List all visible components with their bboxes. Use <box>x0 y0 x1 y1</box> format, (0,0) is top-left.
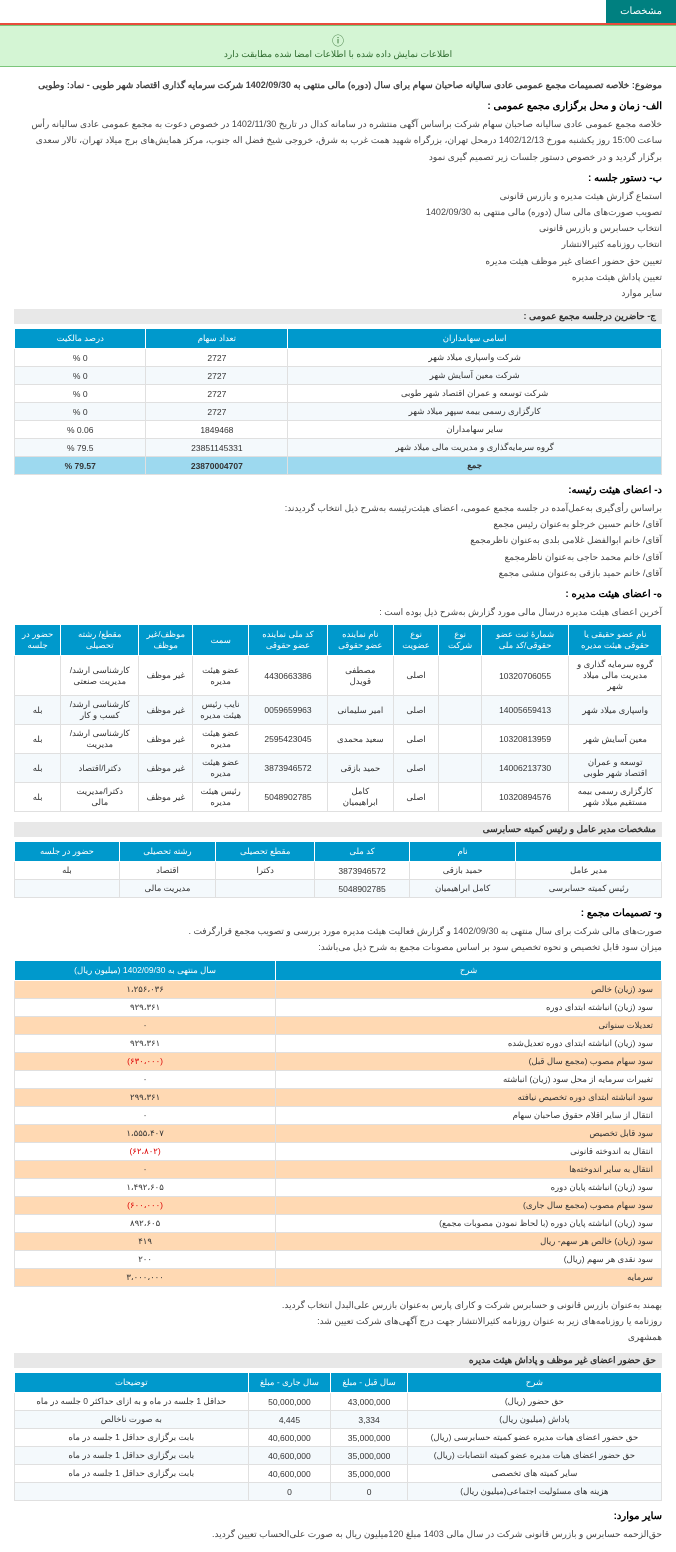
sec-e-title: ه- اعضای هیئت مدیره : <box>14 589 662 600</box>
sec-a-title: الف- زمان و محل برگزاری مجمع عمومی : <box>14 101 662 112</box>
audit-title: مشخصات مدیر عامل و رئیس کمیته حسابرسی <box>14 822 662 837</box>
shareholders-table: اسامی سهامدارانتعداد سهامدرصد مالکیت شرک… <box>14 328 662 475</box>
sec-d-title: د- اعضای هیئت رئیسه: <box>14 485 662 496</box>
fee-table: شرحسال قبل - مبلغسال جاری - مبلغتوضیحات … <box>14 1372 662 1501</box>
tab-specs[interactable]: مشخصات <box>606 0 676 23</box>
financial-table: شرحسال منتهی به 1402/09/30 (میلیون ریال)… <box>14 960 662 1287</box>
audit-table: نامکد ملیمقطع تحصیلیرشته تحصیلیحضور در ج… <box>14 841 662 898</box>
sec-b-title: ب- دستور جلسه : <box>14 173 662 184</box>
officers-list: آقای/ خانم حسین خرجلو به‌عنوان رئیس مجمع… <box>14 516 662 581</box>
agenda-list: استماع گزارش هیئت مدیره و بازرس قانونیتص… <box>14 188 662 301</box>
board-table: نام عضو حقیقی یا حقوقی هیئت مدیرهشمارۀ ث… <box>14 624 662 812</box>
sec-c-title: ج- حاضرین درجلسه مجمع عمومی : <box>14 309 662 324</box>
fee-title: حق حضور اعضای غیر موظف و پاداش هیئت مدیر… <box>14 1353 662 1368</box>
sec-f-title: و- تصمیمات مجمع : <box>14 908 662 919</box>
status-bar: اطلاعات نمایش داده شده با اطلاعات امضا ش… <box>0 25 676 67</box>
sec-a-body: خلاصه مجمع عمومی عادی سالیانه صاحبان سها… <box>14 116 662 165</box>
subject: موضوع: خلاصه تصمیمات مجمع عمومی عادی سال… <box>14 77 662 93</box>
